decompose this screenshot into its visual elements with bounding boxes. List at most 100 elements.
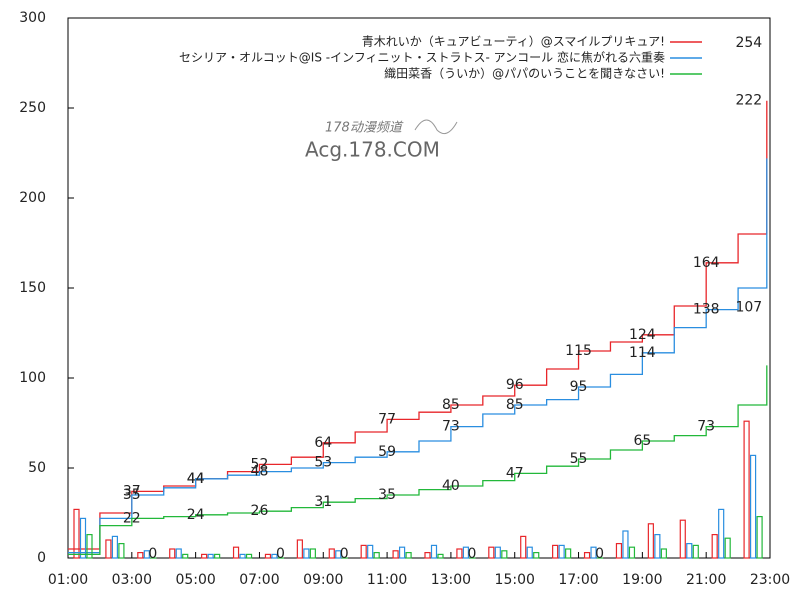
data-label: 222 xyxy=(735,92,762,108)
bar xyxy=(462,546,470,559)
bar xyxy=(456,548,463,559)
data-label: 114 xyxy=(629,345,656,361)
x-tick-label: 15:00 xyxy=(495,572,535,588)
bar xyxy=(749,454,757,559)
series-line xyxy=(68,365,768,556)
bar-label: 0 xyxy=(148,546,157,562)
bar xyxy=(647,523,654,559)
data-label: 40 xyxy=(442,478,460,494)
y-tick-label: 150 xyxy=(19,280,46,296)
y-tick-label: 50 xyxy=(28,460,46,476)
bar-label: 0 xyxy=(340,546,349,562)
bar xyxy=(214,553,221,559)
data-label: 107 xyxy=(735,299,762,315)
bar xyxy=(201,553,208,559)
bar xyxy=(660,548,667,559)
bar xyxy=(692,544,699,559)
data-label: 52 xyxy=(251,456,269,472)
x-tick-label: 19:00 xyxy=(622,572,662,588)
bar xyxy=(392,550,399,559)
bar xyxy=(309,548,316,559)
bar xyxy=(654,533,661,559)
bar xyxy=(501,550,508,559)
data-label: 85 xyxy=(506,397,524,413)
bar xyxy=(271,553,278,559)
x-tick-label: 17:00 xyxy=(558,572,598,588)
data-label: 35 xyxy=(123,487,141,503)
bar xyxy=(182,553,189,559)
data-label: 96 xyxy=(506,377,524,393)
bar-label: 0 xyxy=(595,546,604,562)
bar xyxy=(583,551,591,559)
bar xyxy=(686,542,693,559)
bar xyxy=(622,530,629,559)
bar xyxy=(143,550,150,559)
bar xyxy=(711,533,718,559)
data-label: 22 xyxy=(123,510,141,526)
bar xyxy=(360,544,367,559)
bar xyxy=(724,537,731,559)
data-label: 73 xyxy=(697,419,715,435)
data-label: 31 xyxy=(314,494,332,510)
bar xyxy=(526,546,533,559)
bar xyxy=(679,519,686,559)
bar xyxy=(118,542,125,559)
bar-label: 0 xyxy=(276,546,285,562)
data-label: 73 xyxy=(442,419,460,435)
plot-frame xyxy=(67,17,771,559)
x-tick-label: 05:00 xyxy=(175,572,215,588)
bar xyxy=(232,546,240,559)
bar xyxy=(79,517,87,559)
watermark: Acg.178.COM xyxy=(305,138,440,162)
y-tick-label: 200 xyxy=(19,190,46,206)
data-label: 26 xyxy=(251,503,269,519)
bar xyxy=(628,546,636,559)
bar xyxy=(437,553,444,559)
bar xyxy=(533,551,540,559)
data-label: 65 xyxy=(633,433,651,449)
bar xyxy=(405,551,412,559)
bar xyxy=(424,551,431,559)
watermark-swoosh xyxy=(414,119,458,135)
data-label: 95 xyxy=(570,379,588,395)
x-tick-label: 11:00 xyxy=(367,572,407,588)
watermark: 178动漫频道 xyxy=(325,121,404,136)
bar xyxy=(488,546,495,559)
bar xyxy=(558,544,565,559)
bar xyxy=(718,508,725,559)
data-label: 85 xyxy=(442,397,460,413)
bar xyxy=(367,544,374,559)
bar xyxy=(245,553,253,559)
data-label: 47 xyxy=(506,465,524,481)
bar xyxy=(552,544,559,559)
bar xyxy=(615,542,623,559)
x-tick-label: 23:00 xyxy=(750,572,790,588)
data-label: 55 xyxy=(570,451,588,467)
bar xyxy=(169,548,176,559)
data-label: 115 xyxy=(565,343,592,359)
bar xyxy=(239,553,246,559)
x-tick-label: 09:00 xyxy=(303,572,343,588)
bar xyxy=(756,515,763,559)
data-label: 59 xyxy=(378,444,396,460)
series-line xyxy=(68,158,768,554)
bar-label: 0 xyxy=(467,546,476,562)
y-tick-label: 250 xyxy=(19,100,46,116)
data-label: 64 xyxy=(314,435,332,451)
x-tick-label: 21:00 xyxy=(686,572,726,588)
bar xyxy=(105,539,112,559)
bar xyxy=(328,548,335,559)
data-label: 164 xyxy=(693,255,720,271)
legend-label: セシリア・オルコット@IS -インフィニット・ストラトス- アンコール 恋に焦が… xyxy=(179,50,665,65)
bar xyxy=(335,550,342,559)
series-line xyxy=(68,100,768,550)
bar xyxy=(430,544,438,559)
legend-label: 織田菜香（ういか）@パパのいうことを聞きなさい! xyxy=(384,67,665,81)
bar xyxy=(73,508,80,559)
bar xyxy=(303,548,310,559)
bar xyxy=(86,533,93,559)
data-label: 44 xyxy=(187,471,205,487)
bar xyxy=(520,535,527,559)
data-label: 35 xyxy=(378,487,396,503)
